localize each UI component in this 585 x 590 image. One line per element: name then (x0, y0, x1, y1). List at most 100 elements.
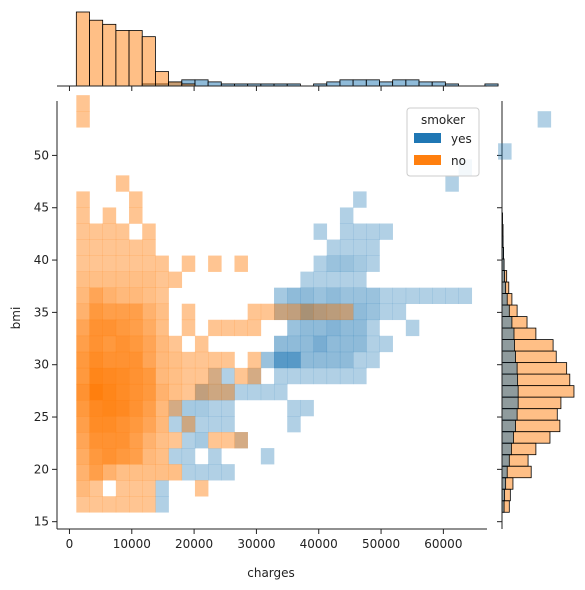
heatmap-cell-no (142, 448, 156, 465)
heatmap-cell-no (89, 399, 103, 417)
heatmap-cell-yes (366, 239, 380, 256)
heatmap-cell-yes (287, 319, 301, 337)
heatmap-cell-no (142, 303, 156, 321)
main-axes: 0 10000 20000 30000 40000 50000 60000 15 20 25 30 3… (34, 101, 487, 551)
heatmap-cell-no (76, 416, 90, 433)
heatmap-cell-yes (260, 448, 275, 465)
heatmap-cell-yes (313, 255, 328, 272)
heatmap-cell-yes (274, 335, 288, 353)
heatmap-cell-yes (208, 367, 222, 385)
heatmap-cell-no (155, 319, 169, 337)
heatmap-cell-no (89, 335, 103, 353)
heatmap-cell-no (208, 319, 222, 337)
right-marginal-histogram (497, 101, 575, 529)
heatmap-cell-yes (353, 335, 367, 353)
heatmap-cell-no (76, 271, 90, 288)
right-marginal-bar-yes (501, 373, 519, 387)
heatmap-cell-no (234, 432, 248, 449)
y-tick-label: 25 (34, 410, 49, 424)
heatmap-cell-no (76, 223, 90, 240)
heatmap-cell-yes (260, 351, 275, 369)
heatmap-cell-no (76, 351, 90, 369)
heatmap-cell-no (142, 399, 156, 417)
heatmap-cell-yes (221, 383, 235, 401)
heatmap-cell-yes (366, 287, 380, 305)
right-marginal-bar-yes (501, 454, 510, 467)
heatmap-cell-yes (353, 255, 367, 272)
heatmap-cell-no (89, 255, 103, 272)
legend-label-no: no (451, 154, 466, 168)
heatmap-cell-no (89, 432, 103, 449)
heatmap-cell-yes (366, 319, 380, 337)
top-marginal-bar-yes (339, 79, 354, 87)
legend-title: smoker (421, 113, 465, 127)
heatmap-cell-no (129, 271, 143, 288)
heatmap-cell-no (115, 416, 130, 433)
heatmap-cell-no (76, 303, 90, 321)
heatmap-cell-no (89, 480, 103, 497)
heatmap-cell-no (76, 464, 90, 481)
heatmap-cell-no (76, 399, 90, 417)
heatmap-cell-no (287, 303, 301, 321)
heatmap-cell-no (181, 383, 196, 401)
heatmap-cell-yes (287, 303, 301, 321)
heatmap-cell-no (129, 191, 143, 208)
heatmap-cell-no (76, 255, 90, 272)
heatmap-cell-yes (313, 367, 328, 385)
heatmap-cell-no (76, 111, 90, 128)
heatmap-cell-no (194, 335, 209, 353)
heatmap-cell-no (89, 319, 103, 337)
heatmap-cell-no (115, 223, 130, 240)
heatmap-cell-no (129, 319, 143, 337)
heatmap-cell-no (221, 351, 235, 369)
heatmap-cell-no (129, 383, 143, 401)
heatmap-cell-yes (300, 367, 314, 385)
heatmap-cell-no (234, 319, 248, 337)
top-marginal-bar-no (128, 30, 143, 87)
x-tick-label: 60000 (424, 537, 462, 551)
heatmap-cell-no (115, 175, 130, 192)
heatmap-cell-no (129, 432, 143, 449)
right-marginal-bar-yes (501, 385, 519, 398)
right-marginal-bar-yes (501, 327, 515, 340)
heatmap-cell-yes (326, 239, 341, 256)
heatmap-cell-yes (339, 319, 354, 337)
heatmap-cell-yes (339, 335, 354, 353)
heatmap-cell-yes (432, 287, 446, 305)
heatmap-cell-no (115, 239, 130, 256)
heatmap-cell-yes (392, 303, 407, 321)
heatmap-cell-no (208, 383, 222, 401)
x-tick-label: 10000 (113, 537, 151, 551)
heatmap-cell-no (142, 480, 156, 497)
top-marginal-bar-yes (365, 79, 380, 87)
heatmap-cell-yes (208, 399, 222, 417)
heatmap-cell-yes (353, 239, 367, 256)
y-tick-label: 40 (34, 253, 49, 267)
heatmap-cell-yes (287, 351, 301, 369)
heatmap-cell-no (115, 351, 130, 369)
heatmap-cell-no (102, 207, 117, 224)
heatmap-cell-no (89, 416, 103, 433)
heatmap-cell-yes (498, 143, 512, 160)
heatmap-cell-no (76, 335, 90, 353)
top-marginal-bar-yes (207, 81, 222, 87)
heatmap-cell-yes (300, 287, 314, 305)
heatmap-cell-yes (339, 239, 354, 256)
heatmap-cell-no (247, 351, 262, 369)
heatmap-cell-yes (221, 416, 235, 433)
heatmap-cell-no (89, 351, 103, 369)
heatmap-cell-yes (300, 351, 314, 369)
heatmap-cell-no (155, 448, 169, 465)
heatmap-cell-no (115, 448, 130, 465)
top-marginal-bar-no (154, 71, 169, 87)
top-marginal-bar-no (141, 36, 156, 87)
heatmap-cell-no (102, 271, 117, 288)
heatmap-cell-no (155, 383, 169, 401)
heatmap-cell-no (155, 255, 169, 272)
heatmap-cell-no (142, 351, 156, 369)
heatmap-cell-no (168, 367, 183, 385)
top-marginal-bar-yes (418, 81, 433, 87)
heatmap-cell-no (115, 496, 130, 513)
heatmap-cell-no (155, 335, 169, 353)
heatmap-cell-no (76, 239, 90, 256)
